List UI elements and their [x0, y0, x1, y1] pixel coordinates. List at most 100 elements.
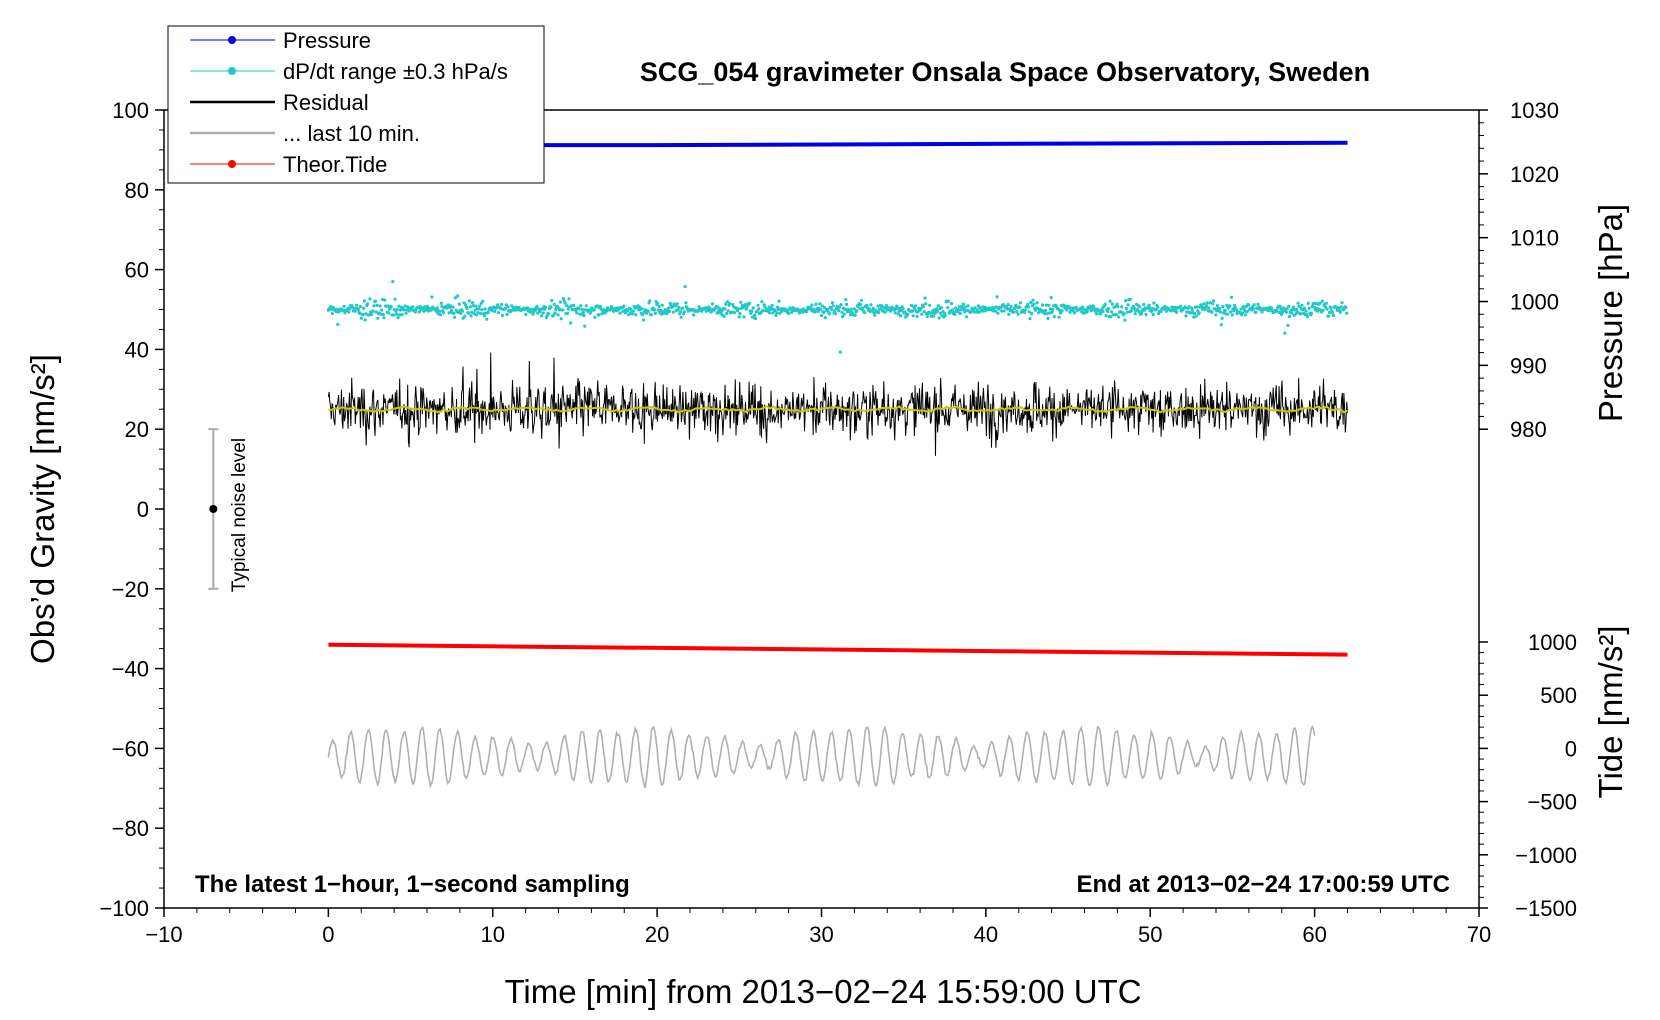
- dpdt-point: [565, 311, 570, 315]
- dpdt-point: [423, 305, 427, 309]
- dpdt-point: [1190, 308, 1194, 312]
- dpdt-point: [478, 304, 482, 308]
- dpdt-point: [467, 311, 471, 315]
- dpdt-point: [994, 305, 998, 309]
- dpdt-point: [805, 310, 809, 314]
- dpdt-point: [720, 309, 724, 313]
- dpdt-point: [760, 300, 764, 304]
- dpdt-point: [1164, 309, 1168, 313]
- dpdt-point: [1057, 315, 1061, 319]
- dpdt-point: [681, 306, 685, 310]
- dpdt-point: [366, 302, 370, 306]
- dpdt-point: [1095, 312, 1099, 316]
- dpdt-point: [834, 312, 838, 316]
- dpdt-point: [939, 311, 943, 315]
- dpdt-point: [1116, 304, 1120, 309]
- dpdt-point: [543, 305, 548, 309]
- dpdt-point: [456, 310, 461, 315]
- dpdt-point: [446, 303, 450, 307]
- dpdt-point: [745, 305, 749, 309]
- tide-series-line: [328, 642, 1348, 657]
- pressure-tick-label: 1030: [1510, 98, 1559, 123]
- dpdt-point: [1207, 306, 1211, 310]
- dpdt-point: [913, 304, 918, 308]
- dpdt-point: [921, 305, 926, 309]
- dpdt-point: [1142, 308, 1147, 312]
- dpdt-point: [665, 312, 669, 316]
- dpdt-point: [427, 309, 431, 313]
- dpdt-point: [925, 314, 929, 318]
- dpdt-point: [601, 308, 606, 312]
- dpdt-point: [946, 306, 950, 310]
- dpdt-point: [1187, 305, 1191, 309]
- legend-label: Theor.Tide: [283, 152, 387, 177]
- dpdt-point: [1208, 301, 1212, 305]
- dpdt-point: [1229, 310, 1233, 314]
- series-layer: [208, 140, 1349, 789]
- dpdt-point: [708, 307, 712, 311]
- dpdt-point: [505, 312, 509, 317]
- dpdt-point: [849, 307, 853, 311]
- dpdt-point: [919, 306, 923, 310]
- dpdt-point: [1291, 305, 1295, 309]
- dpdt-point: [646, 310, 650, 314]
- dpdt-point: [598, 304, 603, 308]
- y-tick-label: −100: [99, 896, 149, 921]
- dpdt-point: [1218, 307, 1222, 311]
- dpdt-point: [556, 313, 560, 317]
- dpdt-point: [550, 298, 554, 303]
- dpdt-point: [652, 308, 657, 312]
- dpdt-point: [953, 312, 957, 316]
- dpdt-point: [893, 311, 897, 315]
- dpdt-point: [899, 314, 903, 318]
- dpdt-point: [1002, 309, 1006, 313]
- dpdt-point: [1001, 303, 1005, 307]
- dpdt-point: [500, 302, 504, 307]
- legend-label: dP/dt range ±0.3 hPa/s: [283, 59, 508, 84]
- dpdt-point: [583, 324, 587, 328]
- dpdt-point: [641, 313, 645, 317]
- y-tick-label: −60: [112, 736, 149, 761]
- dpdt-point: [362, 306, 366, 310]
- dpdt-point: [769, 306, 773, 310]
- dpdt-point: [1106, 309, 1110, 314]
- dpdt-point: [1305, 315, 1310, 319]
- dpdt-point: [826, 308, 830, 312]
- dpdt-point: [1009, 304, 1013, 308]
- dpdt-point: [1132, 306, 1136, 310]
- dpdt-point: [906, 312, 910, 316]
- dpdt-point: [403, 304, 407, 308]
- dpdt-point: [1149, 309, 1154, 314]
- dpdt-point: [535, 304, 539, 308]
- dpdt-point: [398, 308, 403, 312]
- dpdt-point: [1197, 311, 1201, 315]
- dpdt-point: [823, 316, 828, 320]
- dpdt-point: [397, 304, 401, 308]
- dpdt-point: [816, 309, 820, 313]
- dpdt-point: [710, 302, 715, 306]
- dpdt-point: [1252, 303, 1256, 307]
- dpdt-point: [910, 309, 915, 313]
- dpdt-point: [1152, 301, 1156, 305]
- dpdt-point: [485, 317, 489, 321]
- dpdt-point: [737, 315, 741, 319]
- dpdt-point: [814, 302, 818, 306]
- dpdt-point: [582, 313, 586, 318]
- dpdt-point: [872, 311, 876, 315]
- dpdt-point: [1135, 308, 1139, 312]
- dpdt-point: [1275, 308, 1279, 312]
- dpdt-point: [387, 311, 391, 315]
- dpdt-point: [656, 308, 661, 312]
- dpdt-point: [844, 298, 848, 302]
- dpdt-point: [1125, 310, 1129, 314]
- dpdt-point: [1211, 302, 1215, 306]
- dpdt-point: [1031, 298, 1035, 302]
- dpdt-point: [1232, 309, 1236, 313]
- dpdt-point: [463, 314, 467, 318]
- dpdt-point: [838, 350, 842, 354]
- dpdt-point: [853, 313, 857, 317]
- dpdt-point: [364, 312, 368, 316]
- dpdt-point: [439, 301, 443, 305]
- dpdt-point: [1205, 301, 1209, 305]
- dpdt-point: [1133, 312, 1137, 316]
